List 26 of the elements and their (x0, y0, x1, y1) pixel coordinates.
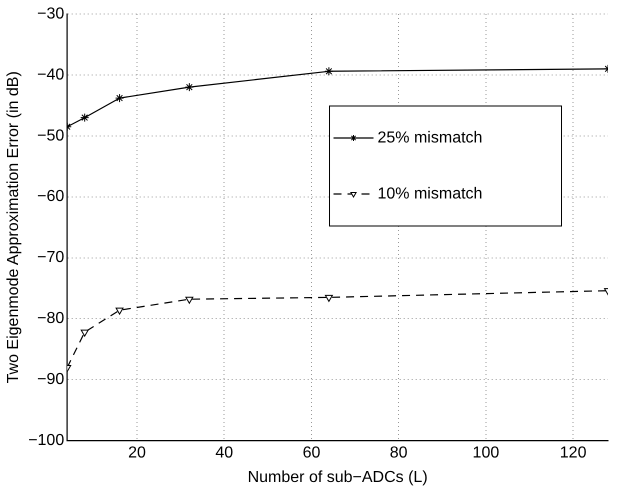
y-tick-label: −80 (37, 310, 64, 328)
x-axis-title: Number of sub−ADCs (L) (248, 468, 428, 486)
x-tick-label: 60 (302, 444, 320, 462)
point (324, 294, 333, 302)
y-tick-label: −100 (28, 432, 64, 450)
point (80, 113, 90, 122)
y-tick-label: −30 (37, 5, 64, 22)
point (324, 66, 334, 76)
x-tick-label: 20 (128, 444, 146, 462)
x-tick-label: 100 (472, 444, 500, 462)
legend-label: 25% mismatch (378, 129, 482, 146)
x-tick-label: 40 (215, 444, 234, 462)
point (80, 330, 89, 337)
y-axis-title: Two Eigenmode Approximation Error (in dB) (5, 71, 22, 384)
legend-label: 10% mismatch (378, 185, 482, 202)
y-tick-label: −70 (37, 249, 64, 266)
y-tick-label: −60 (37, 188, 64, 206)
x-tick-label: 80 (390, 444, 408, 462)
point (185, 296, 194, 304)
point (184, 82, 194, 92)
y-tick-label: −50 (37, 127, 64, 144)
point (116, 308, 124, 315)
x-tick-label: 120 (560, 444, 587, 462)
point (115, 94, 124, 103)
y-tick-label: −40 (37, 66, 64, 84)
y-tick-label: −90 (37, 371, 64, 388)
